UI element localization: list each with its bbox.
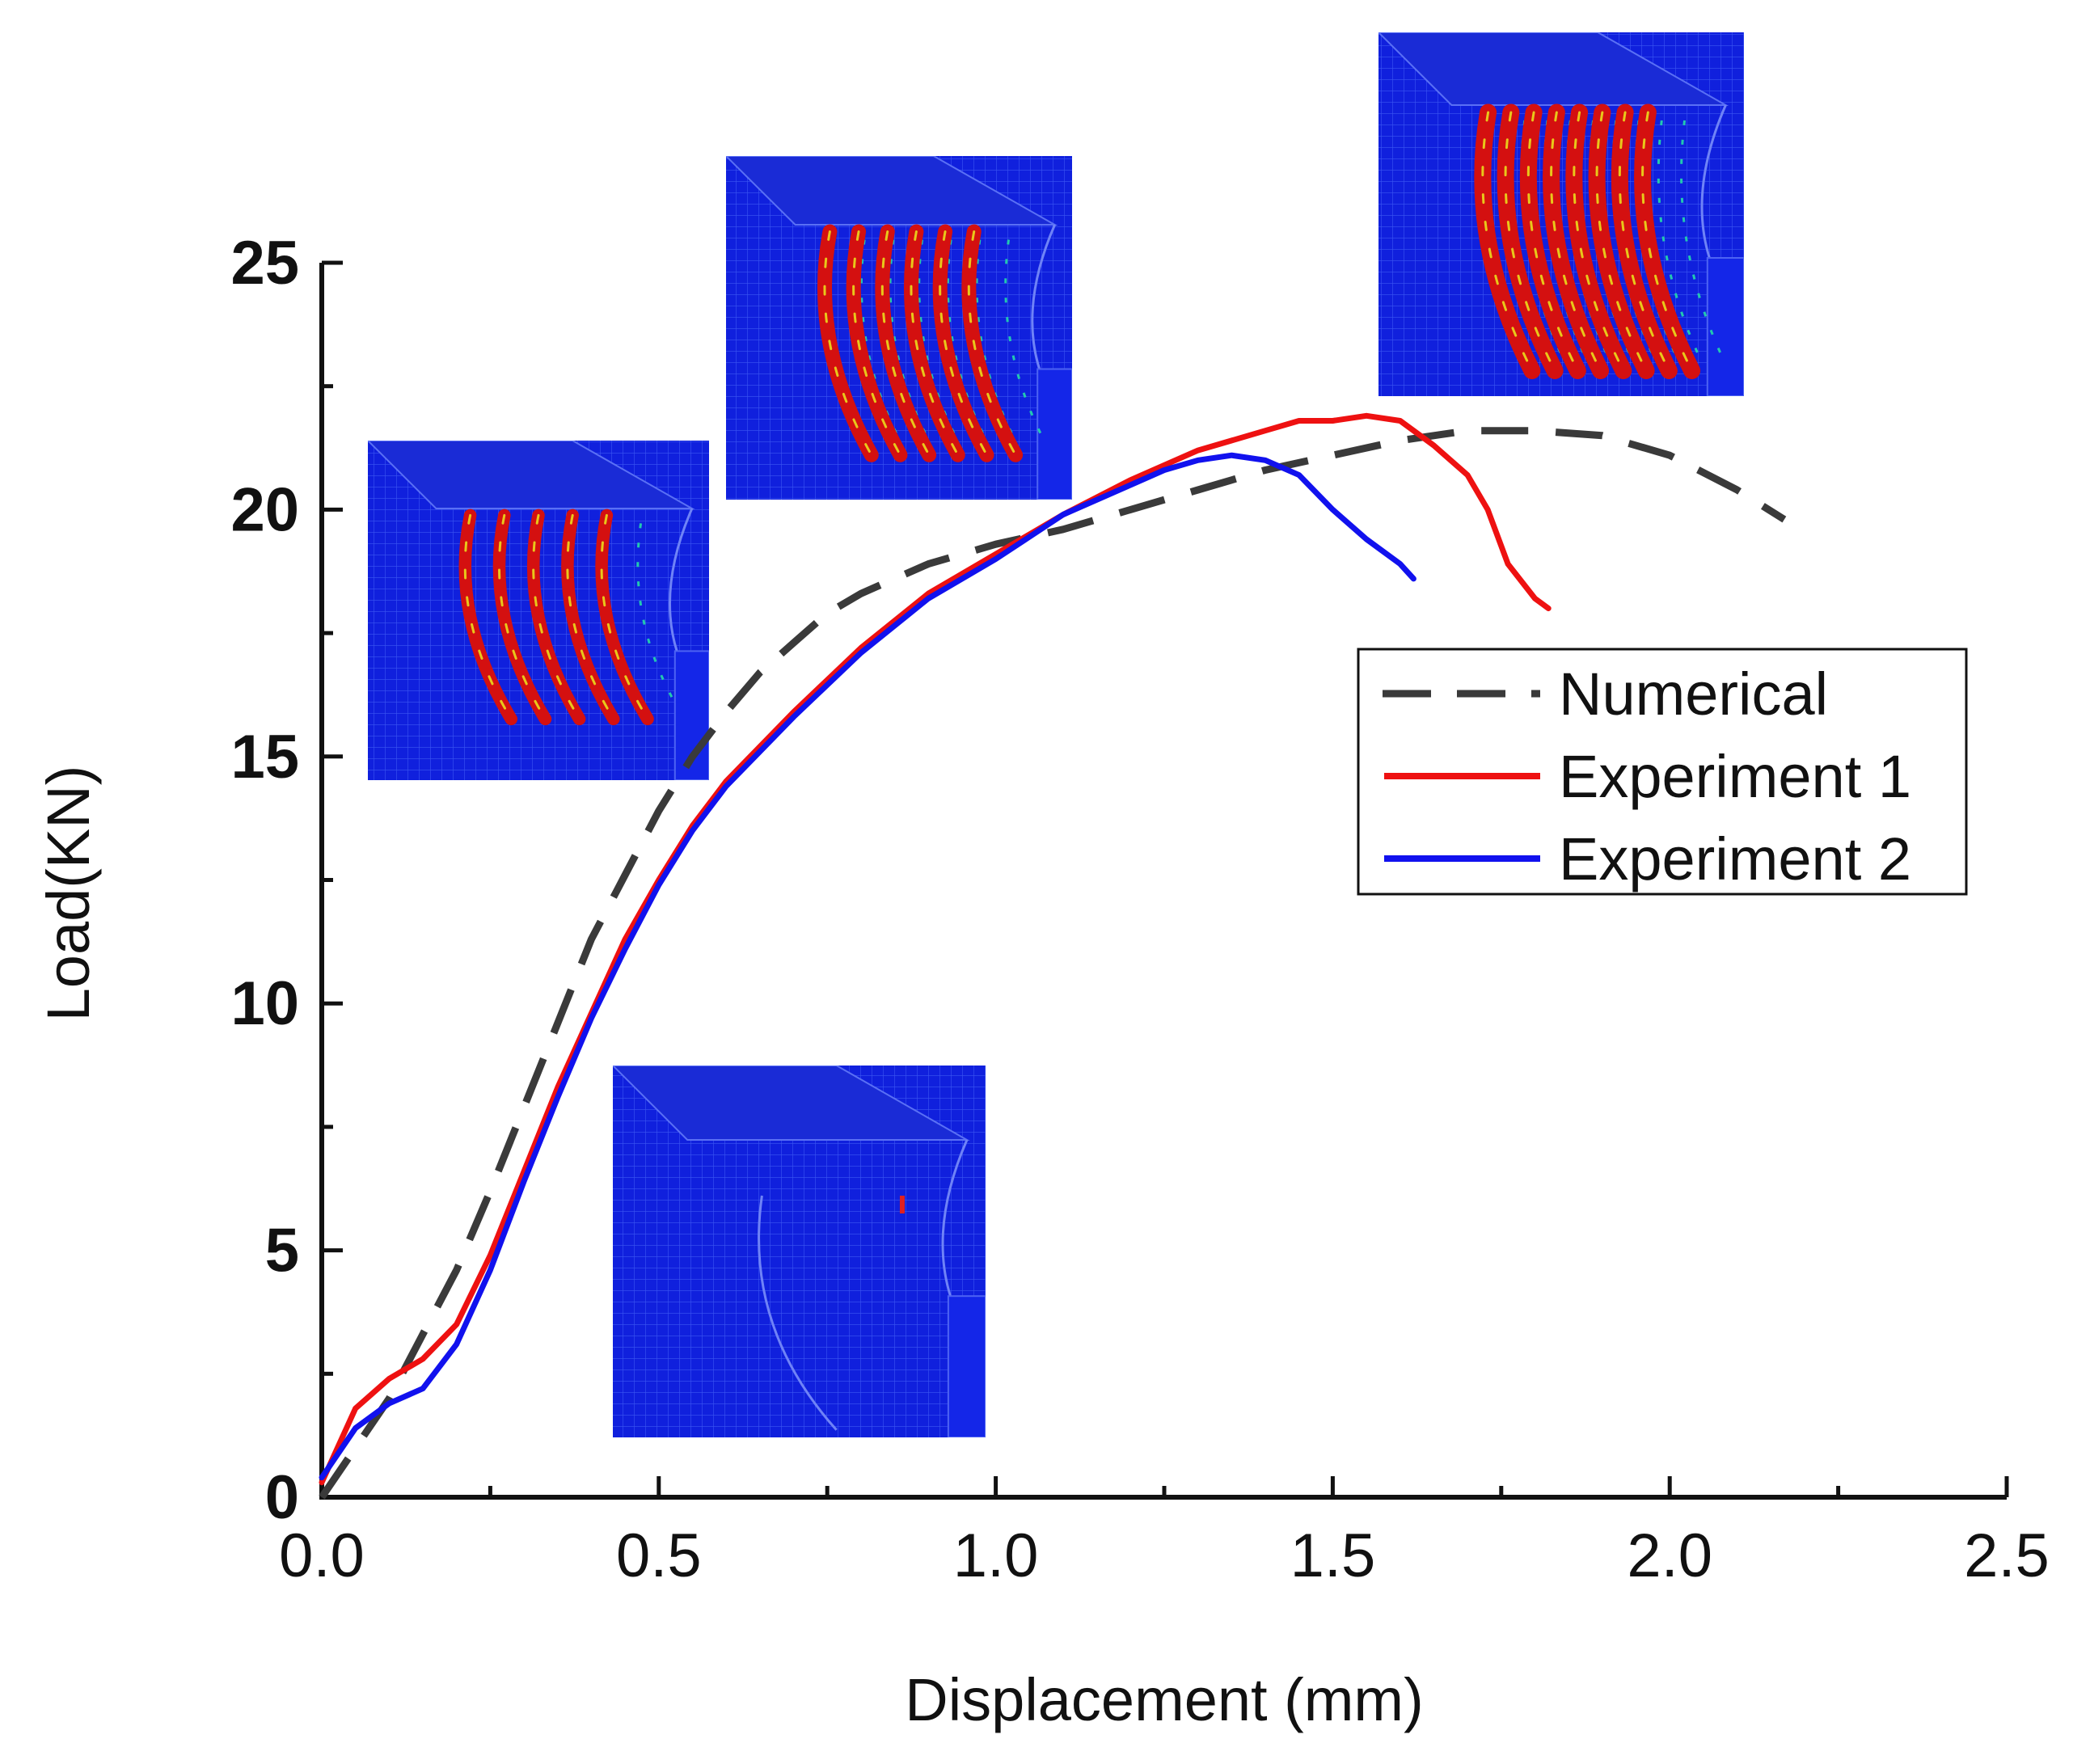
inset-damage-band-highlight [1595,111,1648,372]
inset-damage-band-highlight [852,230,901,457]
inset-damage-band [561,509,620,726]
x-tick-label: 2.0 [1627,1521,1712,1590]
inset-damage-band-highlight [1641,111,1694,372]
fem-insets [368,32,1744,1437]
fem-inset-stage-1 [368,441,709,780]
inset-damage-band-edge [1680,120,1723,356]
series-line-experiment-2 [319,452,1416,1481]
legend-label-experiment-2: Experiment 2 [1559,825,1911,893]
x-axis-title: Displacement (mm) [905,1666,1423,1733]
inset-support-block [947,1295,986,1437]
x-tick-label: 1.0 [953,1521,1039,1590]
inset-damage-band-edge [1004,239,1045,440]
fem-inset-stage-4 [613,1066,986,1437]
x-tick-label: 1.5 [1290,1521,1376,1590]
inset-damage-band-highlight [1526,111,1579,372]
inset-cut-arc [758,1195,838,1431]
y-tick-label: 25 [230,229,299,298]
inset-damage-band-highlight [1550,111,1602,372]
inset-support-block [1706,257,1744,396]
inset-damage-band [492,509,552,726]
x-tick-label: 2.5 [1964,1521,2050,1590]
tick-labels: 0.0 0.5 1.0 1.5 2.0 2.5 0 5 10 15 20 25 [230,229,2049,1590]
inset-damage-band-highlight [1481,111,1534,372]
inset-support-block [1036,368,1072,500]
y-axis-title: Load(KN) [35,766,102,1022]
inset-damage-band [526,509,586,726]
y-tick-label: 20 [230,475,299,544]
inset-damage-band-edge [636,523,677,704]
inset-damage-band-edge [1657,120,1699,356]
y-tick-label: 10 [230,969,299,1038]
fem-inset-stage-2 [726,156,1072,500]
ticks [319,260,2009,1500]
legend: Numerical Experiment 1 Experiment 2 [1357,648,1968,896]
inset-damage-band [595,509,654,726]
inset-damage-band-highlight [1573,111,1625,372]
inset-damage-band-highlight [939,230,988,457]
legend-label-experiment-1: Experiment 1 [1559,743,1911,810]
y-tick-label: 0 [265,1463,299,1532]
inset-damage-spot [899,1196,905,1213]
inset-damage-band-highlight [967,230,1017,457]
x-tick-label: 0.0 [279,1521,365,1590]
y-tick-label: 5 [265,1217,299,1285]
x-tick-label: 0.5 [616,1521,702,1590]
series-line-experiment-1 [319,412,1552,1486]
legend-label-numerical: Numerical [1559,660,1828,728]
y-tick-label: 15 [230,723,299,791]
inset-damage-band-highlight [1618,111,1670,372]
inset-damage-band-highlight [1504,111,1556,372]
series-group [319,412,1787,1500]
fem-inset-stage-3 [1378,32,1744,396]
inset-damage-band [458,509,517,726]
inset-damage-band-highlight [910,230,960,457]
inset-damage-band-highlight [823,230,873,457]
inset-damage-band-highlight [880,230,931,457]
